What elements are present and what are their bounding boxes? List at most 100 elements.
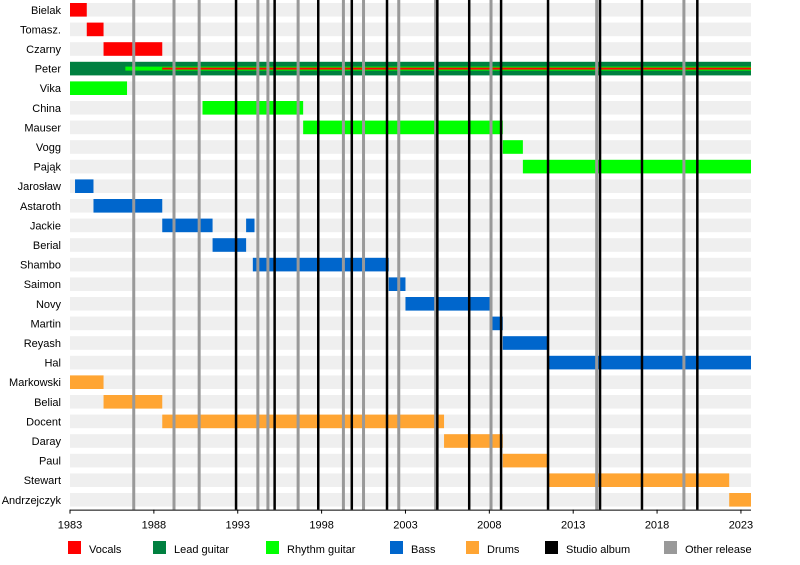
x-tick-label: 2013 xyxy=(561,520,585,532)
member-label: Czarny xyxy=(26,44,61,56)
member-label: Pająk xyxy=(33,162,61,174)
member-label: Bielak xyxy=(31,5,61,17)
member-label: Andrzejczyk xyxy=(2,495,62,507)
legend: Vocals Lead guitar Rhythm guitar Bass Drums S… xyxy=(68,541,752,556)
x-tick-label: 1988 xyxy=(142,520,166,532)
member-bar-rhythm-guitar xyxy=(522,159,751,174)
member-bar-bass xyxy=(162,218,213,233)
member-bar-bass xyxy=(212,238,247,252)
x-tick-label: 1983 xyxy=(58,520,82,532)
member-bar-rhythm-guitar xyxy=(502,140,523,154)
member-label: Berial xyxy=(33,240,61,252)
legend-label: Bass xyxy=(411,544,436,556)
member-bar-bass xyxy=(491,316,503,331)
row-stripe xyxy=(70,81,751,95)
member-label: Shambo xyxy=(20,260,61,272)
legend-swatch-bass xyxy=(390,541,403,554)
row-stripe xyxy=(70,493,751,507)
member-label: Saimon xyxy=(24,279,61,291)
legend-label: Lead guitar xyxy=(174,544,229,556)
member-bar-drums xyxy=(162,414,445,429)
row-stripe xyxy=(70,375,751,389)
x-tick-label: 2003 xyxy=(393,520,417,532)
member-labels: Bielak Tomasz. Czarny Peter Vika China Mauser V… xyxy=(2,5,62,507)
member-bar-drums xyxy=(70,375,104,389)
member-bar-bass xyxy=(548,355,751,370)
row-stripe xyxy=(70,336,751,350)
x-tick-label: 1998 xyxy=(309,520,333,532)
x-tick-label: 1993 xyxy=(225,520,249,532)
member-bar-bass xyxy=(75,179,94,193)
legend-swatch-studio-album xyxy=(545,541,558,554)
legend-swatch-other-release xyxy=(664,541,677,554)
row-stripe xyxy=(70,42,751,56)
member-label: Hal xyxy=(44,358,61,370)
member-label: Peter xyxy=(35,64,62,76)
member-label: China xyxy=(32,103,62,115)
member-bars xyxy=(70,3,752,507)
member-bar-bass xyxy=(246,218,255,233)
member-label: Martin xyxy=(30,318,61,330)
member-label: Paul xyxy=(39,456,61,468)
legend-label: Other release xyxy=(685,544,752,556)
member-label: Daray xyxy=(32,436,62,448)
row-stripe xyxy=(70,395,751,409)
member-label: Astaroth xyxy=(20,201,61,213)
row-stripe xyxy=(70,277,751,291)
member-label: Vogg xyxy=(36,142,61,154)
x-tick-label: 2018 xyxy=(645,520,669,532)
legend-label: Rhythm guitar xyxy=(287,544,356,556)
member-label: Jarosław xyxy=(18,181,61,193)
legend-label: Vocals xyxy=(89,544,122,556)
legend-label: Drums xyxy=(487,544,520,556)
member-bar-drums xyxy=(502,453,549,468)
member-bar-rhythm-guitar xyxy=(202,101,304,115)
member-label: Tomasz. xyxy=(20,24,61,36)
row-stripe xyxy=(70,179,751,193)
x-tick-label: 2023 xyxy=(729,520,753,532)
member-bar-bass xyxy=(405,297,492,311)
member-bar-bass xyxy=(252,257,389,272)
member-label: Markowski xyxy=(9,377,61,389)
x-tick-label: 2008 xyxy=(477,520,501,532)
member-bar-rhythm-guitar xyxy=(303,120,503,135)
member-bar-drums xyxy=(548,473,730,487)
member-bar-vocals xyxy=(86,22,104,37)
member-label: Novy xyxy=(36,299,62,311)
member-label: Reyash xyxy=(24,338,61,350)
member-bar-vocals xyxy=(70,3,87,17)
legend-label: Studio album xyxy=(566,544,630,556)
member-bar-rhythm-guitar xyxy=(70,81,128,95)
member-bar-vocals xyxy=(162,67,752,70)
member-label: Docent xyxy=(26,416,61,428)
x-axis: 1983 1988 1993 1998 2003 2008 2013 2018 2023 xyxy=(58,509,753,532)
member-bar-drums xyxy=(444,434,503,448)
legend-swatch-lead-guitar xyxy=(153,541,166,554)
row-stripe xyxy=(70,316,751,331)
member-label: Vika xyxy=(40,83,62,95)
member-label: Mauser xyxy=(24,122,61,134)
member-bar-drums xyxy=(729,493,751,507)
legend-swatch-vocals xyxy=(68,541,81,554)
member-label: Jackie xyxy=(30,220,61,232)
member-bar-bass xyxy=(502,336,549,350)
row-stripe xyxy=(70,22,751,37)
row-stripe xyxy=(70,453,751,468)
row-stripe xyxy=(70,101,751,115)
row-stripe xyxy=(70,238,751,252)
release-lines xyxy=(132,0,699,510)
member-bar-bass xyxy=(93,199,163,213)
legend-swatch-rhythm-guitar xyxy=(266,541,279,554)
row-stripe xyxy=(70,140,751,154)
member-bar-rhythm-guitar xyxy=(125,66,163,71)
member-label: Stewart xyxy=(24,475,61,487)
row-stripe xyxy=(70,218,751,233)
row-stripe xyxy=(70,199,751,213)
row-stripe xyxy=(70,257,751,272)
member-label: Belial xyxy=(34,397,61,409)
row-stripe xyxy=(70,3,751,17)
member-bar-bass xyxy=(388,277,406,291)
row-stripes xyxy=(70,3,751,507)
legend-swatch-drums xyxy=(466,541,479,554)
